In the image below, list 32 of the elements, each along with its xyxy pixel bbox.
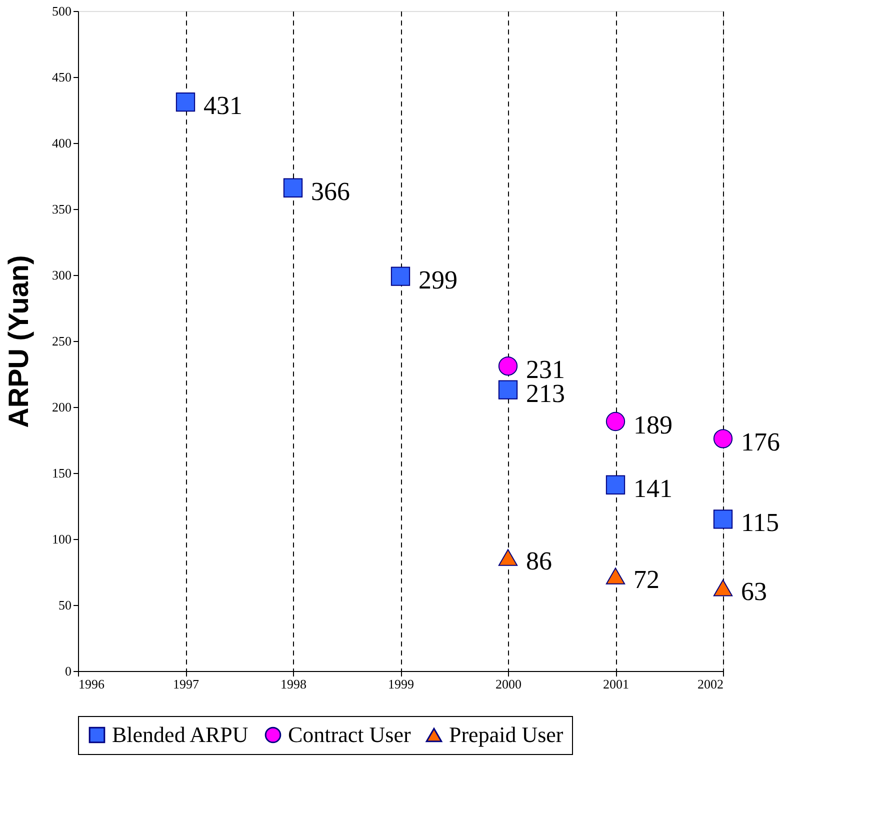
y-tick-label: 350: [52, 202, 72, 216]
data-label: 176: [741, 428, 780, 457]
y-tick-label: 450: [52, 70, 72, 84]
y-tick-label: 150: [52, 466, 72, 480]
y-tick-label: 0: [65, 664, 72, 678]
x-tick-label: 2002: [698, 676, 724, 692]
y-tick-label: 50: [58, 598, 72, 612]
data-label: 366: [311, 176, 350, 206]
y-tick-label: 500: [52, 4, 72, 18]
legend-label: Contract User: [288, 722, 412, 747]
y-tick-label: 200: [52, 400, 72, 414]
x-tick-label: 1996: [78, 676, 105, 692]
data-label: 115: [741, 508, 780, 538]
data-label: 86: [526, 546, 552, 576]
legend-label: Blended ARPU: [112, 722, 248, 747]
x-tick-label: 2000: [496, 676, 522, 692]
data-label: 72: [634, 564, 660, 594]
x-tick-label: 2001: [603, 676, 629, 692]
y-tick-label: 100: [52, 532, 72, 546]
data-label: 299: [418, 265, 458, 294]
legend-label: Prepaid User: [449, 722, 564, 747]
data-label: 63: [741, 576, 767, 606]
data-label: 431: [204, 91, 242, 120]
y-tick-label: 400: [52, 136, 72, 150]
x-tick-label: 1997: [173, 676, 200, 692]
x-tick-label: 1998: [280, 676, 306, 692]
y-tick-label: 250: [52, 334, 72, 348]
data-label: 141: [634, 474, 672, 503]
y-axis-title: ARPU (Yuan): [3, 255, 34, 428]
x-tick-label: 1999: [388, 676, 414, 692]
y-tick-label: 300: [52, 268, 72, 282]
data-label: 189: [634, 410, 672, 440]
